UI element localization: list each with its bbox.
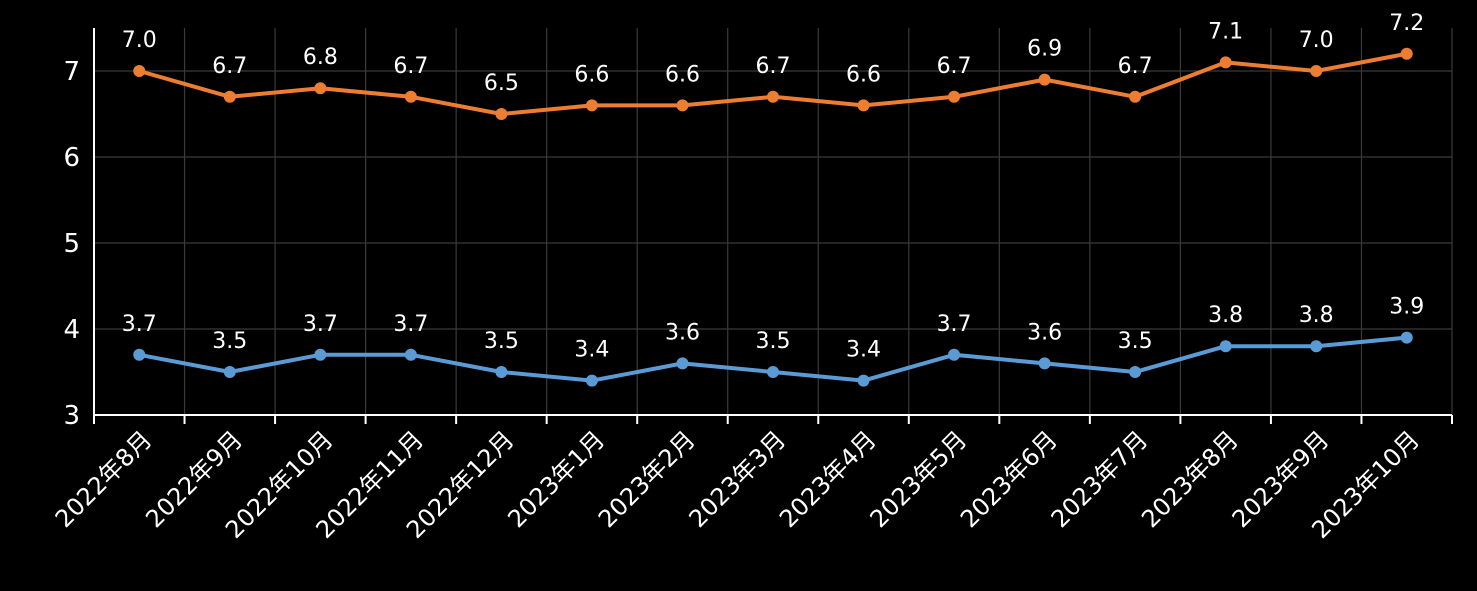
data-label: 3.6	[665, 320, 700, 345]
data-label: 6.9	[1027, 37, 1062, 62]
x-tick-label: 2023年6月	[955, 425, 1063, 533]
data-label: 7.0	[122, 28, 157, 53]
data-labels: 7.0 6.7 6.8 6.7 6.5 6.6 6.6 6.7 6.6 6.7 6.9 6.7 7.1 7…	[122, 11, 1424, 363]
x-tick-label: 2023年2月	[593, 425, 701, 533]
data-point	[1219, 56, 1232, 69]
data-label: 3.7	[393, 312, 428, 337]
data-label: 7.0	[1299, 28, 1334, 53]
y-tick-label: 4	[63, 315, 80, 345]
data-label: 6.7	[393, 54, 428, 79]
data-point	[1129, 90, 1142, 103]
data-point	[676, 357, 689, 370]
x-tick-label: 2023年1月	[502, 425, 610, 533]
data-point	[585, 374, 598, 387]
data-point	[1038, 357, 1051, 370]
data-label: 7.2	[1389, 11, 1424, 36]
data-point	[1310, 65, 1323, 77]
data-point	[767, 366, 779, 378]
y-tick-label: 5	[63, 229, 80, 259]
data-point	[857, 374, 870, 387]
data-label: 3.9	[1389, 295, 1424, 320]
data-label: 6.7	[212, 54, 247, 79]
y-tick-label: 6	[63, 143, 80, 173]
data-point	[585, 99, 598, 112]
data-point	[857, 99, 870, 112]
data-point	[495, 366, 508, 378]
x-tick-label: 2023年5月	[865, 425, 973, 533]
x-tick-label: 2022年8月	[50, 425, 158, 533]
data-point	[223, 90, 236, 103]
data-point	[133, 65, 146, 77]
data-point	[948, 90, 961, 103]
data-point	[1219, 340, 1232, 353]
data-label: 3.5	[484, 329, 519, 354]
data-label: 6.6	[846, 62, 881, 87]
data-point	[767, 90, 779, 103]
data-label: 6.8	[303, 45, 338, 70]
data-point	[223, 366, 236, 378]
data-label: 3.8	[1299, 303, 1334, 328]
data-point	[1400, 331, 1413, 344]
axes: 345672022年8月2022年9月2022年10月2022年11月2022年…	[50, 28, 1453, 544]
data-label: 6.7	[756, 54, 791, 79]
data-label: 6.6	[574, 62, 609, 87]
data-label: 3.7	[122, 312, 157, 337]
data-label: 3.7	[303, 312, 338, 337]
y-tick-label: 3	[63, 401, 80, 431]
data-point	[1310, 340, 1323, 353]
data-label: 3.5	[756, 329, 791, 354]
data-point	[1129, 366, 1142, 378]
data-label: 3.4	[574, 338, 609, 363]
data-point	[404, 348, 417, 361]
data-label: 7.1	[1208, 19, 1243, 44]
gridlines	[94, 28, 1453, 415]
data-point	[495, 108, 508, 120]
data-point	[1038, 73, 1051, 86]
series-lines	[133, 47, 1413, 387]
data-point	[133, 348, 146, 361]
x-tick-label: 2023年7月	[1046, 425, 1154, 533]
data-point	[1400, 47, 1413, 60]
data-point	[314, 82, 327, 95]
x-tick-label: 2023年8月	[1136, 425, 1244, 533]
data-point	[314, 348, 327, 361]
data-label: 3.5	[1118, 329, 1153, 354]
data-point	[676, 99, 689, 112]
x-tick-label: 2023年3月	[684, 425, 792, 533]
y-tick-label: 7	[63, 57, 80, 87]
data-label: 3.7	[937, 312, 972, 337]
data-label: 3.5	[212, 329, 247, 354]
data-label: 6.6	[665, 62, 700, 87]
x-tick-label: 2023年4月	[774, 425, 882, 533]
data-label: 6.7	[937, 54, 972, 79]
data-point	[948, 348, 961, 361]
data-label: 3.6	[1027, 320, 1062, 345]
data-label: 3.8	[1208, 303, 1243, 328]
data-label: 6.7	[1118, 54, 1153, 79]
data-label: 3.4	[846, 338, 881, 363]
data-label: 6.5	[484, 71, 519, 96]
data-point	[404, 90, 417, 103]
